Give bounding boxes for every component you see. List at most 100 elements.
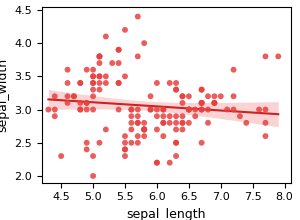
Point xyxy=(97,61,102,65)
Point xyxy=(129,108,134,111)
Point xyxy=(142,128,147,131)
Point xyxy=(65,101,70,105)
Point xyxy=(84,108,89,111)
X-axis label: sepal_length: sepal_length xyxy=(127,208,206,220)
Point xyxy=(78,108,83,111)
Point xyxy=(123,134,128,138)
Point xyxy=(84,101,89,105)
Point xyxy=(161,108,166,111)
Point xyxy=(186,108,191,111)
Point xyxy=(154,161,159,164)
Point xyxy=(91,81,95,85)
Point xyxy=(123,148,128,151)
Point xyxy=(91,68,95,72)
Point xyxy=(154,128,159,131)
Point xyxy=(148,108,153,111)
Point xyxy=(46,108,51,111)
Point xyxy=(116,108,121,111)
Point xyxy=(142,134,147,138)
Point xyxy=(161,121,166,125)
Point xyxy=(91,108,95,111)
Point xyxy=(91,75,95,78)
Point xyxy=(231,108,236,111)
Point xyxy=(263,108,268,111)
Point xyxy=(199,101,204,105)
Point xyxy=(135,108,140,111)
Point xyxy=(116,48,121,51)
Point xyxy=(238,114,242,118)
Point xyxy=(123,75,128,78)
Point xyxy=(129,141,134,145)
Point xyxy=(212,95,217,98)
Point xyxy=(161,108,166,111)
Point xyxy=(199,141,204,145)
Point xyxy=(186,95,191,98)
Point xyxy=(142,121,147,125)
Point xyxy=(71,95,76,98)
Point xyxy=(174,141,178,145)
Point xyxy=(167,114,172,118)
Point xyxy=(180,128,185,131)
Point xyxy=(180,95,185,98)
Point xyxy=(91,174,95,178)
Point xyxy=(174,114,178,118)
Point xyxy=(167,81,172,85)
Point xyxy=(174,88,178,91)
Point xyxy=(142,128,147,131)
Point xyxy=(84,68,89,72)
Point xyxy=(148,95,153,98)
Point xyxy=(186,108,191,111)
Point xyxy=(52,114,57,118)
Point xyxy=(174,128,178,131)
Point xyxy=(206,95,210,98)
Point xyxy=(78,101,83,105)
Point xyxy=(135,141,140,145)
Point xyxy=(199,108,204,111)
Point xyxy=(180,101,185,105)
Point xyxy=(129,121,134,125)
Point xyxy=(135,114,140,118)
Point xyxy=(97,141,102,145)
Point xyxy=(154,81,159,85)
Point xyxy=(65,95,70,98)
Point xyxy=(154,161,159,164)
Point xyxy=(244,121,249,125)
Point xyxy=(116,61,121,65)
Point xyxy=(263,121,268,125)
Point xyxy=(174,154,178,158)
Point xyxy=(167,161,172,164)
Point xyxy=(212,101,217,105)
Point xyxy=(123,148,128,151)
Point xyxy=(212,101,217,105)
Point xyxy=(231,68,236,72)
Point xyxy=(97,55,102,58)
Point xyxy=(135,134,140,138)
Point xyxy=(193,108,198,111)
Point xyxy=(161,114,166,118)
Point xyxy=(103,35,108,38)
Point xyxy=(161,121,166,125)
Point xyxy=(180,121,185,125)
Point xyxy=(97,55,102,58)
Point xyxy=(97,55,102,58)
Point xyxy=(123,154,128,158)
Point xyxy=(180,121,185,125)
Point xyxy=(78,81,83,85)
Point xyxy=(186,121,191,125)
Point xyxy=(84,148,89,151)
Point xyxy=(91,95,95,98)
Point xyxy=(257,108,262,111)
Point xyxy=(174,81,178,85)
Point xyxy=(116,48,121,51)
Point xyxy=(84,101,89,105)
Point xyxy=(212,101,217,105)
Point xyxy=(199,108,204,111)
Point xyxy=(103,128,108,131)
Point xyxy=(123,28,128,32)
Point xyxy=(276,55,280,58)
Point xyxy=(78,81,83,85)
Point xyxy=(174,88,178,91)
Point xyxy=(193,114,198,118)
Point xyxy=(174,121,178,125)
Point xyxy=(91,88,95,91)
